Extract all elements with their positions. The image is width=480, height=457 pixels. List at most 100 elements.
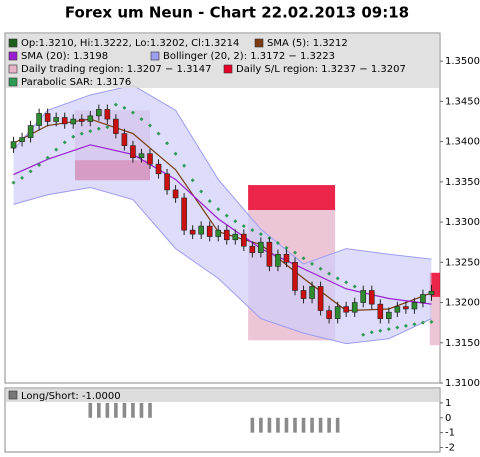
y-tick-label: 1.3400	[445, 137, 480, 148]
candle-body	[386, 311, 392, 319]
candle-body	[360, 290, 367, 303]
sar-dot	[122, 105, 127, 110]
bar	[284, 417, 289, 433]
sar-dot	[420, 320, 425, 325]
bar	[335, 417, 340, 433]
y-tick-label: 1.3200	[445, 298, 480, 309]
legend-swatch	[8, 38, 18, 48]
candle-body	[377, 303, 384, 319]
sar-dot	[335, 276, 340, 281]
y-tick-label: 1	[445, 398, 451, 409]
candle-body	[61, 117, 68, 125]
candle-body	[300, 290, 307, 299]
sar-dot	[403, 323, 408, 328]
sar-dot	[96, 126, 101, 131]
sar-dot	[156, 131, 161, 136]
candle-body	[334, 306, 341, 319]
candle-body	[403, 306, 409, 310]
candle-body	[121, 133, 128, 146]
candle-body	[164, 173, 170, 191]
sar-dot	[369, 330, 374, 335]
y-tick-label: 1.3300	[445, 217, 480, 228]
candle-body	[172, 189, 179, 199]
sar-dot	[199, 189, 204, 194]
legend-swatch	[8, 51, 18, 61]
candle-body	[411, 302, 418, 310]
candle-body	[326, 310, 332, 319]
candle-body	[215, 229, 222, 237]
candle-body	[283, 253, 290, 263]
legend-swatch	[254, 38, 264, 48]
candle-body	[27, 125, 34, 138]
y-tick-label: 1.3500	[445, 56, 480, 67]
sar-dot	[293, 250, 297, 255]
sar-dot	[412, 322, 417, 327]
bar	[276, 417, 280, 433]
sar-dot	[250, 228, 255, 233]
y-tick-label: 1.3100	[445, 378, 480, 389]
candle-body	[53, 117, 59, 122]
candle-body	[189, 229, 196, 235]
candle-body	[292, 262, 298, 291]
candle-body	[368, 290, 375, 305]
sar-dot	[165, 141, 170, 146]
sar-dot	[310, 261, 315, 266]
sar-dot	[28, 169, 33, 174]
y-tick-label: -2	[445, 443, 455, 454]
candle-body	[309, 286, 315, 299]
sar-dot	[378, 328, 383, 333]
candle-body	[420, 294, 426, 303]
sar-dot	[216, 207, 221, 212]
region-box	[248, 185, 336, 211]
candle-body	[317, 286, 324, 311]
bar	[293, 417, 297, 433]
main-plot: 1.3100 1.3150 1.3200 1.3250 1.3300 1.3350 1.34…	[10, 56, 480, 389]
sar-dot	[386, 327, 391, 332]
legend-label: Op:1.3210, Hi:1.3222, Lo:1.3202, Cl:1.32…	[21, 38, 239, 49]
candle-body	[138, 153, 145, 159]
sar-dot	[275, 241, 280, 245]
sar-dot	[233, 219, 238, 224]
y-tick-label: 1.3150	[445, 338, 480, 349]
bar	[318, 417, 323, 433]
sar-dot	[429, 319, 434, 324]
sar-dot	[207, 199, 212, 204]
sar-dot	[113, 102, 118, 107]
candle-body	[87, 115, 94, 122]
candle-body	[96, 109, 102, 117]
sar-dot	[241, 224, 246, 229]
candle-body	[223, 229, 230, 241]
bar	[88, 402, 93, 418]
candle-body	[130, 145, 136, 159]
candle-body	[258, 241, 264, 253]
y-tick-label: 0	[445, 413, 451, 424]
sar-dot	[130, 110, 135, 115]
legend-swatch	[8, 77, 18, 87]
sar-dot	[11, 180, 16, 185]
candle-body	[343, 306, 349, 313]
candle-body	[10, 141, 17, 149]
legend-label: Parabolic SAR: 1.3176	[21, 77, 131, 88]
sar-dot	[173, 151, 178, 156]
sar-dot	[344, 280, 349, 285]
sar-dot	[327, 271, 332, 276]
bar	[327, 417, 331, 433]
candle-body	[147, 153, 153, 165]
bollinger-fill	[13, 85, 432, 344]
candle-body	[44, 113, 51, 122]
y-tick-label: -1	[445, 428, 455, 439]
bollinger-lower	[13, 186, 432, 345]
y-tick-label: 1.3450	[445, 96, 480, 107]
sar-dot	[301, 256, 306, 261]
legend-label: SMA (5): 1.3212	[267, 38, 348, 49]
sar-dot	[37, 162, 42, 167]
candle-body	[394, 306, 401, 313]
candle-body	[19, 137, 25, 142]
legend-swatch	[8, 390, 18, 400]
lower-header	[6, 389, 439, 402]
bar	[250, 417, 255, 433]
lower-plot: Long/Short: -1.0000 1 0 -1 -2	[6, 389, 455, 454]
chart-title: Forex um Neun - Chart 22.02.2013 09:18	[65, 4, 409, 22]
